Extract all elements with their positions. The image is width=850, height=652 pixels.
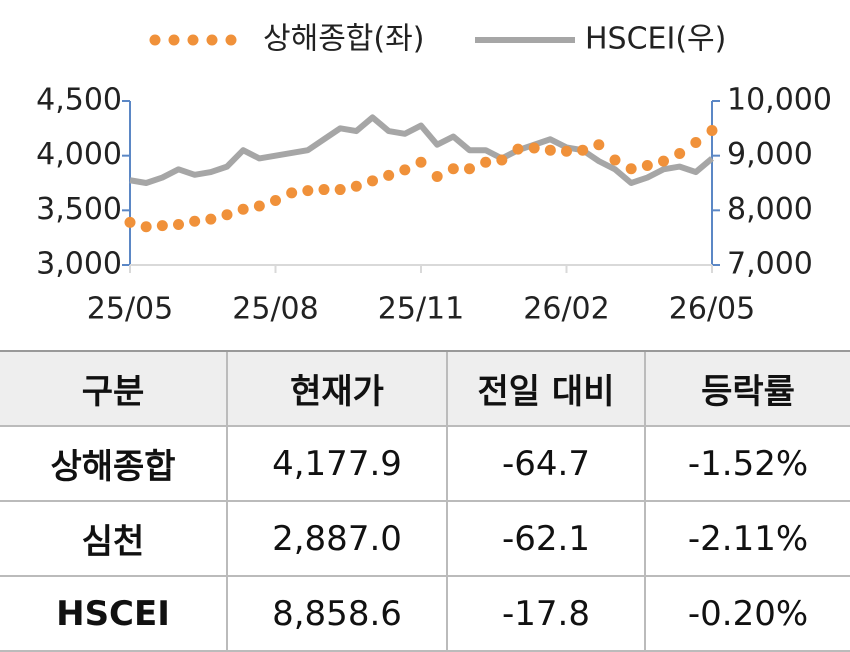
legend-swatch xyxy=(206,34,218,46)
data-dot xyxy=(205,213,217,225)
data-dot xyxy=(625,163,637,175)
y2-tick-label: 9,000 xyxy=(727,137,813,172)
data-dot xyxy=(577,144,589,156)
y-tick-label: 3,000 xyxy=(36,247,122,282)
chart: 3,000 3,500 4,000 4,500 7,000 8,000 9,000 10,00… xyxy=(36,22,832,327)
table-cell: -17.8 xyxy=(446,576,645,652)
data-dot xyxy=(415,156,427,168)
data-dot xyxy=(658,155,669,167)
y2-tick-label: 7,000 xyxy=(727,247,813,282)
table-cell: -2.11% xyxy=(644,501,850,577)
header-cell: 현재가 xyxy=(226,350,447,427)
data-dot xyxy=(286,187,298,199)
data-dot xyxy=(431,170,443,182)
data-dot xyxy=(173,219,184,231)
table-row: 상해종합 4,177.9 -64.7 -1.52% xyxy=(0,426,850,502)
data-dot xyxy=(302,185,314,197)
data-dot xyxy=(237,203,249,215)
data-dot xyxy=(512,143,524,155)
y-tick-label: 4,000 xyxy=(36,137,122,172)
data-dot xyxy=(593,139,605,151)
legend-label: 상해종합(좌) xyxy=(263,22,424,57)
data-dot xyxy=(480,156,492,168)
table-cell: -62.1 xyxy=(446,501,645,577)
header-cell: 등락률 xyxy=(644,350,850,427)
x-tick-label: 26/02 xyxy=(523,292,609,327)
data-dot xyxy=(140,221,152,233)
table-cell: 4,177.9 xyxy=(226,426,447,502)
table-cell: 8,858.6 xyxy=(226,576,447,652)
data-dot xyxy=(350,180,362,192)
table-cell: 2,887.0 xyxy=(226,501,447,577)
table-cell: -64.7 xyxy=(446,426,645,502)
data-dot xyxy=(690,137,702,149)
header-row: 구분 현재가 전일 대비 등락률 xyxy=(0,350,850,427)
header-cell: 전일 대비 xyxy=(446,350,645,427)
y-tick-label: 4,500 xyxy=(36,83,122,118)
data-line xyxy=(129,114,714,186)
quote-table: 구분 현재가 전일 대비 등락률 상해종합 4,177.9 -64.7 -1.52% 심… xyxy=(0,350,850,652)
legend-swatch xyxy=(187,34,199,46)
data-dot xyxy=(318,184,330,196)
table-cell: -1.52% xyxy=(644,426,850,502)
legend-label: HSCEI(우) xyxy=(585,22,726,57)
table-cell: 심천 xyxy=(0,501,227,577)
x-tick-label: 25/05 xyxy=(87,292,173,327)
data-dot xyxy=(156,220,168,232)
data-dot xyxy=(674,147,686,159)
data-dot xyxy=(221,209,233,221)
x-tick-label: 26/05 xyxy=(669,292,755,327)
data-dot xyxy=(561,145,572,157)
data-dot xyxy=(706,125,718,137)
data-dot xyxy=(399,164,411,176)
data-dot xyxy=(189,215,201,227)
x-tick-label: 25/11 xyxy=(378,292,464,327)
legend-swatch xyxy=(168,34,180,46)
data-dot xyxy=(544,144,556,156)
data-dot xyxy=(447,163,459,175)
data-dot xyxy=(334,184,346,196)
data-dot xyxy=(253,200,265,212)
data-dot xyxy=(496,154,508,166)
y-tick-label: 3,500 xyxy=(36,192,122,227)
table-row: 심천 2,887.0 -62.1 -2.11% xyxy=(0,501,850,577)
legend-swatch xyxy=(225,34,237,46)
data-dot xyxy=(367,175,378,187)
table-cell: HSCEI xyxy=(0,576,227,652)
header-cell: 구분 xyxy=(0,350,227,427)
data-dot xyxy=(270,194,281,206)
legend-swatch xyxy=(149,34,161,46)
y2-tick-label: 10,000 xyxy=(727,83,832,118)
y2-tick-label: 8,000 xyxy=(727,192,813,227)
table-cell: -0.20% xyxy=(644,576,850,652)
data-dot xyxy=(124,216,136,228)
table-cell: 상해종합 xyxy=(0,426,227,502)
data-dot xyxy=(383,169,395,181)
table-row: HSCEI 8,858.6 -17.8 -0.20% xyxy=(0,576,850,652)
data-dot xyxy=(609,154,621,166)
data-dot xyxy=(528,142,540,154)
data-dot xyxy=(464,163,475,175)
x-tick-label: 25/08 xyxy=(232,292,318,327)
data-dot xyxy=(641,160,653,172)
